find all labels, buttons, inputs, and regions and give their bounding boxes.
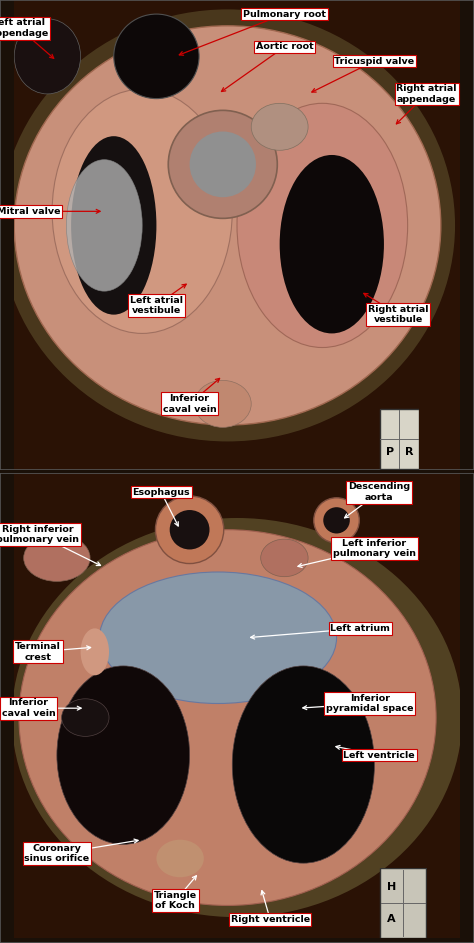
Text: Pulmonary root: Pulmonary root bbox=[243, 9, 326, 19]
Circle shape bbox=[170, 510, 210, 550]
Text: H: H bbox=[387, 882, 396, 892]
Ellipse shape bbox=[251, 104, 308, 150]
Text: Tricuspid valve: Tricuspid valve bbox=[334, 57, 415, 66]
Text: Left ventricle: Left ventricle bbox=[343, 751, 415, 760]
Ellipse shape bbox=[280, 155, 384, 334]
Ellipse shape bbox=[66, 159, 142, 291]
Text: Left inferior
pulmonary vein: Left inferior pulmonary vein bbox=[333, 538, 416, 558]
Ellipse shape bbox=[62, 699, 109, 736]
Text: Terminal
crest: Terminal crest bbox=[15, 642, 61, 662]
Circle shape bbox=[114, 14, 199, 99]
Text: Inferior
caval vein: Inferior caval vein bbox=[163, 394, 217, 414]
Ellipse shape bbox=[57, 666, 190, 844]
Ellipse shape bbox=[194, 380, 251, 427]
Text: Descending
aorta: Descending aorta bbox=[348, 483, 410, 502]
Ellipse shape bbox=[12, 518, 462, 918]
Text: Esophagus: Esophagus bbox=[132, 488, 190, 497]
Text: Right atrial
appendage: Right atrial appendage bbox=[396, 84, 457, 104]
Ellipse shape bbox=[52, 90, 232, 334]
Ellipse shape bbox=[237, 104, 408, 348]
FancyBboxPatch shape bbox=[0, 0, 474, 470]
FancyBboxPatch shape bbox=[0, 0, 14, 470]
Circle shape bbox=[155, 496, 224, 564]
Ellipse shape bbox=[0, 9, 455, 441]
Ellipse shape bbox=[19, 530, 436, 905]
Text: A: A bbox=[387, 914, 396, 924]
Ellipse shape bbox=[156, 839, 204, 877]
FancyBboxPatch shape bbox=[0, 473, 474, 943]
Circle shape bbox=[168, 110, 277, 219]
Circle shape bbox=[190, 131, 256, 197]
FancyBboxPatch shape bbox=[460, 473, 474, 943]
Text: Left atrial
vestibule: Left atrial vestibule bbox=[130, 295, 183, 315]
Ellipse shape bbox=[71, 136, 156, 315]
Circle shape bbox=[323, 507, 350, 534]
Text: Aortic root: Aortic root bbox=[255, 42, 313, 52]
Circle shape bbox=[314, 498, 359, 543]
Text: Left atrium: Left atrium bbox=[330, 624, 390, 633]
FancyBboxPatch shape bbox=[460, 0, 474, 470]
Text: Mitral valve: Mitral valve bbox=[0, 207, 60, 216]
Ellipse shape bbox=[14, 25, 441, 425]
Text: Left atrial
appendage: Left atrial appendage bbox=[0, 19, 48, 38]
FancyBboxPatch shape bbox=[380, 869, 426, 937]
Ellipse shape bbox=[14, 19, 81, 94]
Text: Right ventricle: Right ventricle bbox=[231, 915, 310, 924]
Text: Inferior
pyramidal space: Inferior pyramidal space bbox=[326, 694, 413, 713]
FancyBboxPatch shape bbox=[380, 409, 419, 469]
Ellipse shape bbox=[100, 572, 337, 703]
Text: Right atrial
vestibule: Right atrial vestibule bbox=[368, 305, 428, 324]
Text: R: R bbox=[405, 447, 414, 457]
Text: Right inferior
pulmonary vein: Right inferior pulmonary vein bbox=[0, 524, 80, 544]
Text: Coronary
sinus orifice: Coronary sinus orifice bbox=[24, 844, 90, 864]
FancyBboxPatch shape bbox=[0, 938, 474, 943]
FancyBboxPatch shape bbox=[0, 473, 14, 943]
Ellipse shape bbox=[261, 539, 308, 577]
Ellipse shape bbox=[24, 535, 90, 582]
Text: Triangle
of Koch: Triangle of Koch bbox=[154, 891, 197, 910]
Text: Inferior
caval vein: Inferior caval vein bbox=[1, 699, 55, 718]
Ellipse shape bbox=[232, 666, 374, 863]
Text: P: P bbox=[386, 447, 394, 457]
Ellipse shape bbox=[81, 628, 109, 675]
